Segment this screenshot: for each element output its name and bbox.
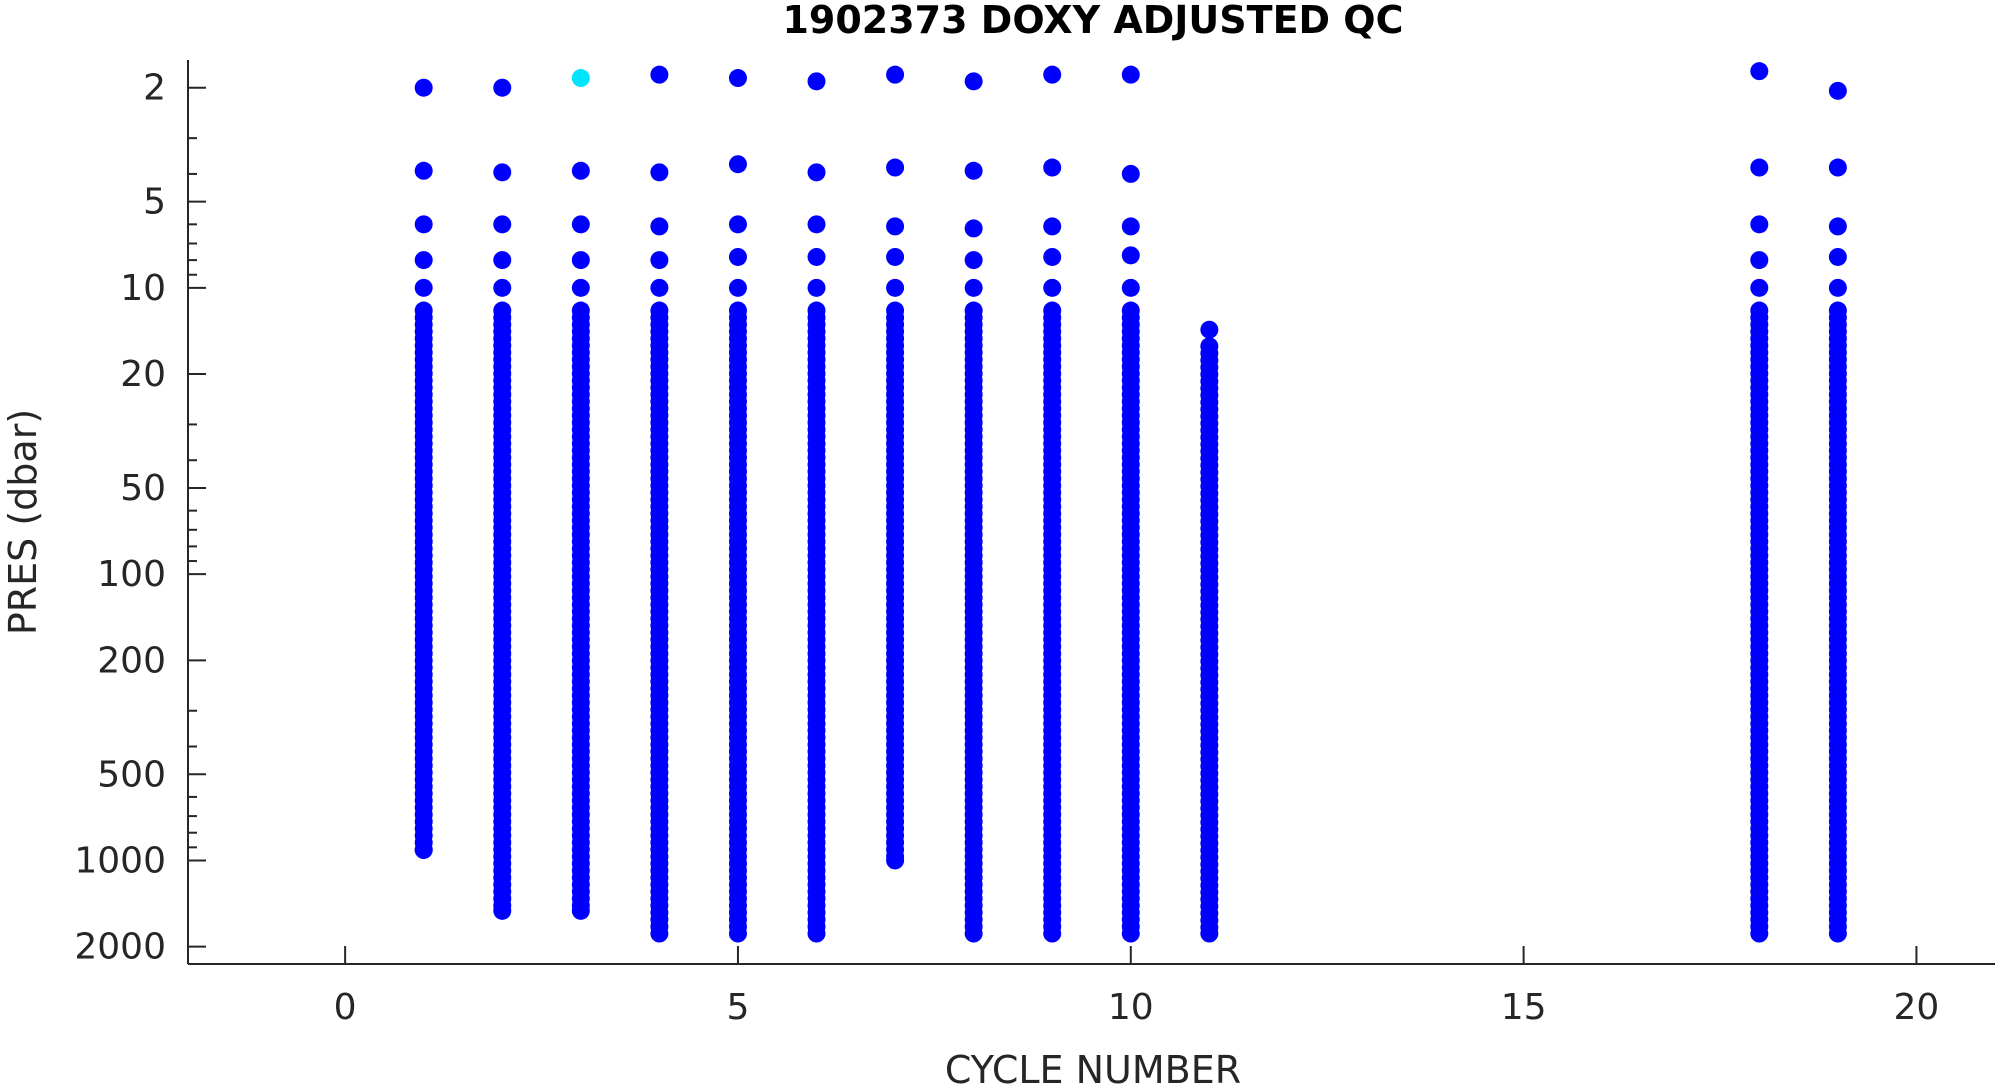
y-tick-label: 50	[120, 468, 166, 509]
data-point	[650, 163, 669, 182]
data-point	[414, 841, 433, 860]
data-point	[1121, 278, 1140, 297]
data-point	[493, 163, 512, 182]
data-point	[1121, 164, 1140, 183]
data-point	[886, 217, 905, 236]
data-point	[964, 219, 983, 238]
x-tick-label: 0	[334, 987, 357, 1028]
data-point	[728, 247, 747, 266]
data-point	[1828, 81, 1847, 100]
data-point	[1828, 924, 1847, 943]
data-point	[1750, 158, 1769, 177]
data-point	[493, 215, 512, 234]
data-point	[728, 278, 747, 297]
data-point	[807, 924, 826, 943]
data-point	[728, 924, 747, 943]
data-point	[964, 72, 983, 91]
data-point	[886, 65, 905, 84]
data-point	[886, 851, 905, 870]
data-point	[414, 278, 433, 297]
data-point	[886, 247, 905, 266]
chart-title: 1902373 DOXY ADJUSTED QC	[782, 0, 1403, 42]
data-point	[493, 78, 512, 97]
x-tick-label: 5	[727, 987, 750, 1028]
data-point	[493, 901, 512, 920]
data-point	[964, 924, 983, 943]
data-point	[1043, 65, 1062, 84]
y-tick-label: 500	[97, 754, 166, 795]
x-axis-label: CYCLE NUMBER	[945, 1048, 1241, 1088]
data-point	[807, 278, 826, 297]
data-point	[571, 901, 590, 920]
data-point	[1750, 924, 1769, 943]
data-point	[1828, 217, 1847, 236]
data-point	[1121, 217, 1140, 236]
data-point	[650, 217, 669, 236]
y-tick-label: 2000	[74, 927, 166, 968]
data-point	[886, 158, 905, 177]
data-point	[1750, 278, 1769, 297]
data-point	[1043, 278, 1062, 297]
data-point	[571, 278, 590, 297]
data-point	[1043, 158, 1062, 177]
data-point	[964, 251, 983, 270]
data-point	[807, 215, 826, 234]
y-tick-label: 200	[97, 640, 166, 681]
data-point	[964, 161, 983, 180]
data-point	[728, 155, 747, 174]
data-point	[1121, 246, 1140, 265]
data-point	[650, 924, 669, 943]
x-tick-label: 20	[1894, 987, 1940, 1028]
data-point	[493, 251, 512, 270]
y-tick-label: 2	[143, 68, 166, 109]
data-point	[1828, 247, 1847, 266]
data-point	[571, 69, 590, 88]
y-tick-label: 20	[120, 354, 166, 395]
data-points	[414, 62, 1847, 943]
data-point	[1750, 62, 1769, 81]
data-point	[650, 65, 669, 84]
data-point	[807, 163, 826, 182]
data-point	[1750, 251, 1769, 270]
data-point	[964, 278, 983, 297]
y-axis-label: PRES (dbar)	[1, 409, 45, 635]
y-tick-label: 10	[120, 268, 166, 309]
data-point	[650, 278, 669, 297]
data-point	[1121, 65, 1140, 84]
data-point	[1200, 320, 1219, 339]
data-point	[1828, 278, 1847, 297]
data-point	[650, 251, 669, 270]
data-point	[414, 161, 433, 180]
data-point	[493, 278, 512, 297]
data-point	[1828, 158, 1847, 177]
data-point	[414, 78, 433, 97]
data-point	[571, 161, 590, 180]
data-point	[1043, 924, 1062, 943]
data-point	[414, 215, 433, 234]
data-point	[571, 215, 590, 234]
data-point	[886, 278, 905, 297]
data-point	[728, 69, 747, 88]
x-tick-label: 15	[1501, 987, 1547, 1028]
data-point	[1043, 217, 1062, 236]
data-point	[414, 251, 433, 270]
data-point	[1750, 215, 1769, 234]
data-point	[807, 247, 826, 266]
data-point	[1200, 924, 1219, 943]
y-tick-label: 1000	[74, 840, 166, 881]
data-point	[728, 215, 747, 234]
x-tick-label: 10	[1108, 987, 1154, 1028]
y-tick-label: 5	[143, 182, 166, 223]
data-point	[807, 72, 826, 91]
y-tick-label: 100	[97, 554, 166, 595]
data-point	[1043, 247, 1062, 266]
data-point	[1121, 924, 1140, 943]
data-point	[571, 251, 590, 270]
